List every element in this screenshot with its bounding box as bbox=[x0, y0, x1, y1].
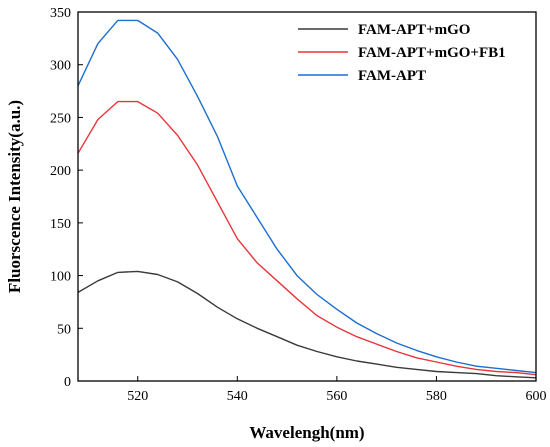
plot-area bbox=[77, 19, 537, 379]
y-tick-label: 50 bbox=[57, 322, 71, 337]
y-tick-label: 300 bbox=[50, 59, 71, 74]
y-tick-label: 0 bbox=[64, 375, 71, 390]
y-tick-label: 200 bbox=[50, 164, 71, 179]
x-tick-label: 520 bbox=[127, 389, 148, 404]
series-line-1 bbox=[77, 270, 537, 379]
plot-frame bbox=[77, 11, 537, 382]
legend-label: FAM-APT bbox=[358, 68, 426, 84]
series-line-3 bbox=[77, 19, 537, 374]
x-tick-label: 560 bbox=[326, 389, 347, 404]
y-axis-title: Fluorscence Intensity(a.u.) bbox=[5, 100, 24, 293]
x-axis-title: Wavelengh(nm) bbox=[249, 423, 364, 442]
x-tick-label: 540 bbox=[227, 389, 248, 404]
x-tick-label: 600 bbox=[526, 389, 547, 404]
x-axis: 520 540 560 580 600 bbox=[127, 376, 547, 404]
series-line-2 bbox=[77, 100, 537, 376]
legend-label: FAM-APT+mGO bbox=[358, 22, 470, 38]
y-tick-label: 350 bbox=[50, 6, 71, 21]
y-tick-label: 250 bbox=[50, 111, 71, 126]
y-tick-label: 150 bbox=[50, 217, 71, 232]
x-tick-label: 580 bbox=[426, 389, 447, 404]
legend-label: FAM-APT+mGO+FB1 bbox=[358, 45, 506, 61]
y-axis: 0 50 100 150 200 250 300 350 bbox=[50, 6, 83, 390]
y-tick-label: 100 bbox=[50, 270, 71, 285]
legend: FAM-APT+mGO FAM-APT+mGO+FB1 FAM-APT bbox=[298, 22, 506, 84]
